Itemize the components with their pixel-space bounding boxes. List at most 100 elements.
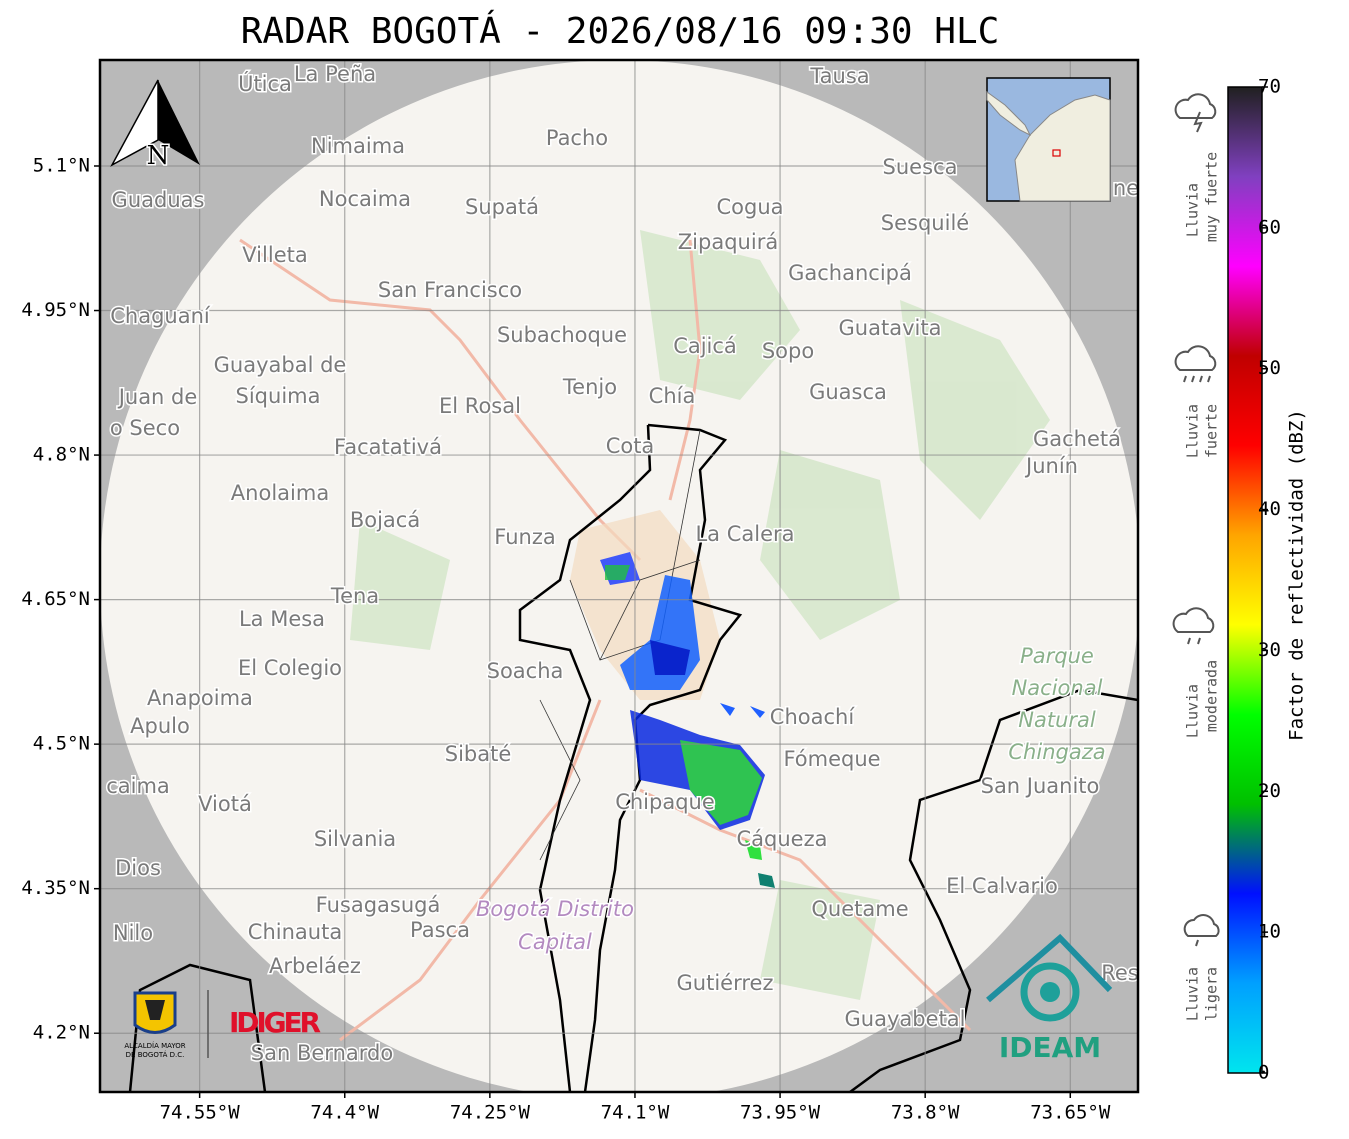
colorbar-tick-label: 70 xyxy=(1258,76,1281,98)
place-name: Nocaima xyxy=(319,187,411,211)
x-tick-label: 74.1°W xyxy=(601,1102,670,1124)
inset-map xyxy=(986,77,1111,202)
rain-label: muy fuerte xyxy=(1203,152,1221,242)
x-tick-label: 73.8°W xyxy=(891,1102,960,1124)
place-name: Guayabetal xyxy=(845,1007,966,1031)
place-name: Tenjo xyxy=(562,375,617,399)
place-name: Subachoque xyxy=(497,323,627,347)
place-name: El Calvario xyxy=(946,874,1058,898)
colorbar-tick-label: 0 xyxy=(1258,1062,1269,1084)
compass-label: N xyxy=(147,141,170,171)
place-name: Anapoima xyxy=(147,686,253,710)
colorbar-tick-label: 50 xyxy=(1258,357,1281,379)
place-name: Funza xyxy=(494,525,555,549)
place-name: San Juanito xyxy=(981,774,1100,798)
place-name: Chingaza xyxy=(1008,740,1105,764)
place-name: Bojacá xyxy=(350,508,420,532)
place-name: La Peña xyxy=(294,62,376,86)
place-name: Facatativá xyxy=(334,435,442,459)
rain-label: ligera xyxy=(1203,967,1221,1021)
place-name: San Francisco xyxy=(378,278,522,302)
rain-label: Lluvia xyxy=(1184,404,1202,458)
place-name: Guatavita xyxy=(839,316,942,340)
place-name: Guasca xyxy=(809,380,887,404)
place-name: o Seco xyxy=(110,416,180,440)
place-name: Silvania xyxy=(314,827,396,851)
place-name: Cota xyxy=(606,434,655,458)
x-tick-label: 74.25°W xyxy=(450,1102,531,1124)
compass: N xyxy=(110,79,200,173)
place-name: Gutiérrez xyxy=(677,971,774,995)
rain-label: moderada xyxy=(1203,660,1221,732)
y-tick-label: 4.5°N xyxy=(33,733,90,755)
place-name: La Calera xyxy=(695,522,794,546)
place-name: Bogotá Distrito xyxy=(476,897,634,921)
x-tick-label: 73.95°W xyxy=(740,1102,821,1124)
colorbar-tick-label: 60 xyxy=(1258,216,1281,238)
place-name: Guayabal de xyxy=(214,353,347,377)
logo-idiger: IDIGER xyxy=(229,1006,321,1039)
colorbar-tick-label: 10 xyxy=(1258,921,1281,943)
rain-label: Lluvia xyxy=(1184,684,1202,738)
place-name: Gachancipá xyxy=(788,261,912,285)
place-name: Sesquilé xyxy=(881,211,969,235)
radar-echoes xyxy=(600,552,775,888)
place-name: Natural xyxy=(1018,708,1096,732)
place-name: Sibaté xyxy=(445,742,512,766)
rain-label: fuerte xyxy=(1203,404,1221,458)
place-name: Cáqueza xyxy=(737,827,828,851)
place-name: Tena xyxy=(330,584,379,608)
place-name: Juan de xyxy=(117,385,198,409)
logo-ideam: IDEAM xyxy=(986,933,1113,1064)
colorbar-label: Factor de reflectividad (dBZ) xyxy=(1286,409,1308,741)
place-name: Guaduas xyxy=(112,188,205,212)
place-name: Chipaque xyxy=(615,790,715,814)
place-name: Nacional xyxy=(1012,676,1103,700)
colorbar xyxy=(1227,86,1263,1074)
place-name: Gachetá xyxy=(1033,427,1121,451)
rain-legend: Lluvia muy fuerte Lluvia fuerte Lluvia m… xyxy=(1172,93,1221,1021)
place-name: ne xyxy=(1113,176,1139,200)
map: Útica La Peña Tausa Nimaima Pacho Suesca… xyxy=(100,60,1139,1092)
place-name: Chinauta xyxy=(248,920,342,944)
vegetation xyxy=(350,230,1050,1000)
place-name: Nilo xyxy=(113,921,153,945)
x-tick-label: 74.4°W xyxy=(310,1102,379,1124)
place-name: Res xyxy=(1101,961,1139,985)
place-name: Pacho xyxy=(546,126,608,150)
place-name: El Rosal xyxy=(439,394,521,418)
place-name: Sopo xyxy=(762,339,814,363)
place-name: San Bernardo xyxy=(251,1041,393,1065)
title: RADAR BOGOTÁ - 2026/08/16 09:30 HLC xyxy=(241,10,1000,52)
place-name: Apulo xyxy=(130,714,190,738)
place-name: Fusagasugá xyxy=(316,893,441,917)
x-tick-label: 74.55°W xyxy=(160,1102,241,1124)
colorbar-axis: 0 10 20 30 40 50 60 70 xyxy=(1258,76,1281,1084)
place-name: Pasca xyxy=(410,918,470,942)
map-frame xyxy=(98,58,1140,1094)
logo-alcaldia: ALCALDÍA MAYOR DE BOGOTÁ D.C. IDIGER xyxy=(124,990,321,1059)
x-tick-label: 73.65°W xyxy=(1030,1102,1111,1124)
place-name: Supatá xyxy=(465,195,539,219)
y-tick-label: 4.2°N xyxy=(33,1022,90,1044)
logo-ideam-text: IDEAM xyxy=(999,1031,1101,1064)
place-name: Capital xyxy=(518,930,592,954)
place-name: Viotá xyxy=(198,792,252,816)
place-name: caima xyxy=(106,774,170,798)
colorbar-tick-label: 40 xyxy=(1258,498,1281,520)
place-name: Suesca xyxy=(883,155,958,179)
place-name: Parque xyxy=(1020,644,1094,668)
place-name: Junín xyxy=(1024,454,1078,478)
y-tick-label: 4.95°N xyxy=(21,299,90,321)
place-name: Quetame xyxy=(811,897,908,921)
place-name: Soacha xyxy=(487,659,564,683)
place-name: Villeta xyxy=(242,243,307,267)
place-name: Zipaquirá xyxy=(678,230,778,254)
place-name: Síquima xyxy=(236,384,321,408)
place-name: Chía xyxy=(649,384,696,408)
place-name: El Colegio xyxy=(238,656,342,680)
colorbar-tick-label: 20 xyxy=(1258,780,1281,802)
place-name: Cogua xyxy=(716,195,783,219)
axes: 74.55°W 74.4°W 74.25°W 74.1°W 73.95°W 73.8°W 7… xyxy=(21,154,1111,1123)
